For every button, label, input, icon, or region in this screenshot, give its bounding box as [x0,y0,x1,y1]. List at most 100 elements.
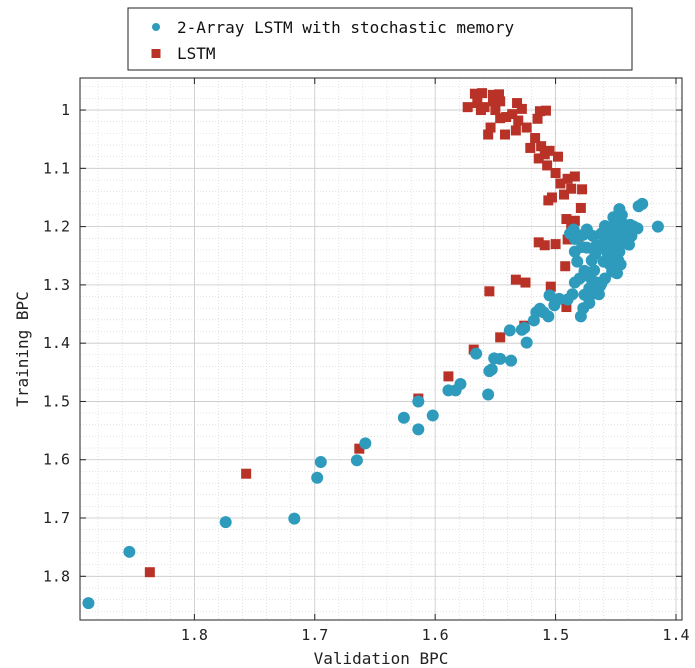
data-point-circle [412,423,425,436]
data-point-circle [625,229,638,242]
x-tick-label: 1.8 [181,626,208,644]
y-tick-label: 1.7 [43,509,70,527]
legend: 2-Array LSTM with stochastic memory LSTM [127,7,633,71]
data-point-square [561,214,572,225]
y-ticks: 1 1.1 1.2 1.3 1.4 1.5 1.6 1.7 1.8 [43,101,682,585]
data-point-circle [482,388,495,401]
data-point-square [539,149,550,160]
y-tick-label: 1 [61,101,70,119]
data-point-square [533,153,544,164]
data-point-circle [542,310,555,323]
data-point-square [354,443,365,454]
data-point-circle [600,236,613,249]
data-point-circle [494,352,507,365]
minor-grid [80,78,682,620]
data-point-square [562,173,573,184]
data-point-circle [585,254,598,267]
data-point-square [477,88,488,99]
data-point-square [542,160,553,171]
plot-frame [79,77,683,621]
data-point-circle [564,227,577,240]
data-point-circle [651,220,664,233]
data-point-square [475,105,486,116]
data-point-square [513,115,524,126]
data-point-circle [568,245,581,258]
data-point-circle [219,516,232,529]
data-point-square [525,142,536,153]
x-tick-label: 1.7 [301,626,328,644]
data-point-circle [574,310,587,323]
y-tick-label: 1.4 [43,334,70,352]
data-point-circle [454,377,467,390]
y-axis-label: Training BPC [13,291,32,407]
data-point-circle [505,354,518,367]
legend-box [127,7,633,71]
x-tick-label: 1.4 [662,626,689,644]
data-point-square [555,178,566,189]
series-2-array-lstm [82,197,664,610]
data-point-circle [598,220,611,233]
data-point-square [559,189,570,200]
x-ticks: 1.8 1.7 1.6 1.5 1.4 [181,78,690,644]
data-point-square [507,109,518,120]
data-point-square [487,96,498,107]
data-point-square [485,122,496,133]
data-point-circle [518,322,531,335]
data-point-square [552,151,563,162]
data-point-circle [603,258,616,271]
data-point-circle [615,208,628,221]
data-point-square [532,113,543,124]
data-point-circle [311,471,324,484]
data-point-circle [470,347,483,360]
y-tick-label: 1.2 [43,218,70,236]
data-point-circle [636,197,649,210]
data-point-circle [614,258,627,271]
data-point-square [493,89,504,100]
data-point-square [144,567,155,578]
data-point-square [536,141,547,152]
data-point-square [543,195,554,206]
data-point-circle [577,228,590,241]
data-point-square [577,184,588,195]
data-point-square [560,261,571,272]
y-tick-label: 1.6 [43,451,70,469]
data-point-circle [571,255,584,268]
data-point-square [487,89,498,100]
y-tick-label: 1.1 [43,159,70,177]
data-point-square [545,281,556,292]
data-point-circle [350,454,363,467]
data-point-square [575,202,586,213]
data-point-square [516,103,527,114]
data-point-circle [485,363,498,376]
data-point-square [569,215,580,226]
data-point-square [540,105,551,116]
data-point-circle [588,264,601,277]
data-point-circle [123,545,136,558]
data-point-square [472,98,483,109]
data-point-square [241,468,252,479]
data-point-square [510,274,521,285]
data-point-square [530,133,541,144]
data-point-square [550,239,561,250]
data-point-circle [520,336,533,349]
data-point-square [569,171,580,182]
legend-marker-2-array-lstm [152,23,160,31]
data-point-circle [583,296,596,309]
x-tick-label: 1.6 [422,626,449,644]
data-point-square [533,237,544,248]
legend-label-2-array-lstm: 2-Array LSTM with stochastic memory [177,18,515,37]
data-point-circle [359,437,372,450]
y-tick-label: 1.3 [43,276,70,294]
data-point-square [484,286,495,297]
data-point-circle [288,512,301,525]
data-point-circle [543,289,556,302]
data-point-circle [314,456,327,469]
data-point-square [483,129,494,140]
x-axis-label: Validation BPC [314,649,449,668]
y-tick-label: 1.8 [43,567,70,585]
data-point-square [566,183,577,194]
data-point-square [512,98,523,109]
data-point-square [495,332,506,343]
data-point-square [550,167,561,178]
